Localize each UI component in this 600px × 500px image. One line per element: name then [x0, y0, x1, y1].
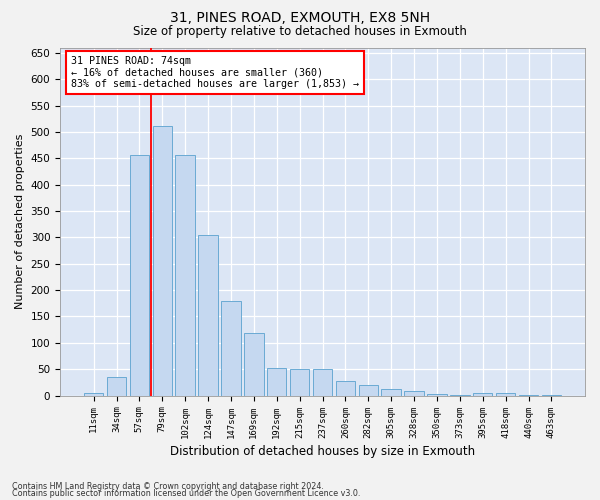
Bar	[130, 154, 149, 396]
Bar	[382, 388, 401, 396]
Bar	[450, 394, 470, 396]
Bar	[267, 368, 286, 396]
Bar	[152, 126, 172, 396]
Bar	[519, 394, 538, 396]
Bar	[496, 393, 515, 396]
Text: Contains HM Land Registry data © Crown copyright and database right 2024.: Contains HM Land Registry data © Crown c…	[12, 482, 324, 491]
Bar	[84, 393, 103, 396]
Bar	[542, 394, 561, 396]
Bar	[107, 377, 126, 396]
Text: 31 PINES ROAD: 74sqm
← 16% of detached houses are smaller (360)
83% of semi-deta: 31 PINES ROAD: 74sqm ← 16% of detached h…	[71, 56, 359, 90]
Bar	[359, 385, 378, 396]
Text: 31, PINES ROAD, EXMOUTH, EX8 5NH: 31, PINES ROAD, EXMOUTH, EX8 5NH	[170, 12, 430, 26]
Bar	[290, 369, 310, 396]
Text: Contains public sector information licensed under the Open Government Licence v3: Contains public sector information licen…	[12, 490, 361, 498]
Y-axis label: Number of detached properties: Number of detached properties	[15, 134, 25, 309]
X-axis label: Distribution of detached houses by size in Exmouth: Distribution of detached houses by size …	[170, 444, 475, 458]
Text: Size of property relative to detached houses in Exmouth: Size of property relative to detached ho…	[133, 25, 467, 38]
Bar	[221, 300, 241, 396]
Bar	[404, 392, 424, 396]
Bar	[244, 334, 263, 396]
Bar	[427, 394, 446, 396]
Bar	[199, 234, 218, 396]
Bar	[335, 381, 355, 396]
Bar	[313, 369, 332, 396]
Bar	[473, 393, 493, 396]
Bar	[175, 154, 195, 396]
